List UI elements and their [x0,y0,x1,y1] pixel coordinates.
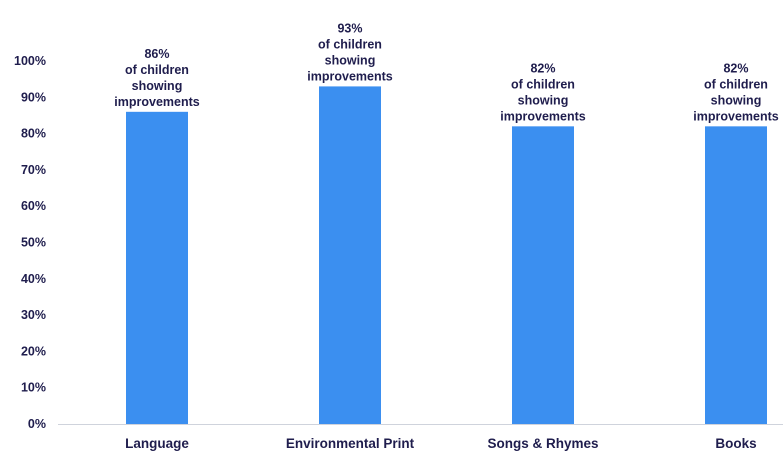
bar [319,86,381,424]
data-label-line: 82% [530,61,555,75]
y-tick-label: 40% [21,272,46,286]
x-tick-label: Books [715,436,756,451]
data-label-line: of children [704,77,768,91]
x-tick-label: Language [125,436,189,451]
data-label: 82% of children showing improvements [500,61,585,123]
data-label-line: showing [325,53,376,67]
data-label: 93% of children showing improvements [307,21,392,83]
data-label: 82% of children showing improvements [693,61,778,123]
data-label-line: 86% [144,47,169,61]
y-tick-label: 70% [21,163,46,177]
y-tick-label: 80% [21,127,46,141]
x-tick-label: Environmental Print [286,436,415,451]
y-axis: 0% 10% 20% 30% 40% 50% 60% 70% 80% 90% 100% [14,54,46,431]
data-label-line: showing [518,93,569,107]
data-label-line: improvements [114,95,199,109]
y-tick-label: 30% [21,308,46,322]
data-label-line: improvements [693,109,778,123]
data-label-line: showing [132,79,183,93]
y-tick-label: 0% [28,417,46,431]
data-label-line: improvements [307,69,392,83]
data-label-line: 93% [337,21,362,35]
data-label: 86% of children showing improvements [114,47,199,109]
data-label-line: of children [125,63,189,77]
x-tick-label: Songs & Rhymes [487,436,598,451]
bar [126,111,188,424]
data-label-line: improvements [500,109,585,123]
data-label-line: of children [318,37,382,51]
bar [512,126,574,424]
y-tick-label: 60% [21,199,46,213]
data-label-line: 82% [723,61,748,75]
y-tick-label: 50% [21,236,46,250]
data-label-line: of children [511,77,575,91]
x-axis: Language Environmental Print Songs & Rhyme… [125,436,757,451]
bars [126,86,767,424]
data-label-line: showing [711,93,762,107]
data-labels: 86% of children showing improvements 93% of c… [114,21,778,123]
y-tick-label: 100% [14,54,46,68]
y-tick-label: 10% [21,381,46,395]
y-tick-label: 90% [21,90,46,104]
y-tick-label: 20% [21,344,46,358]
bar [705,126,767,424]
